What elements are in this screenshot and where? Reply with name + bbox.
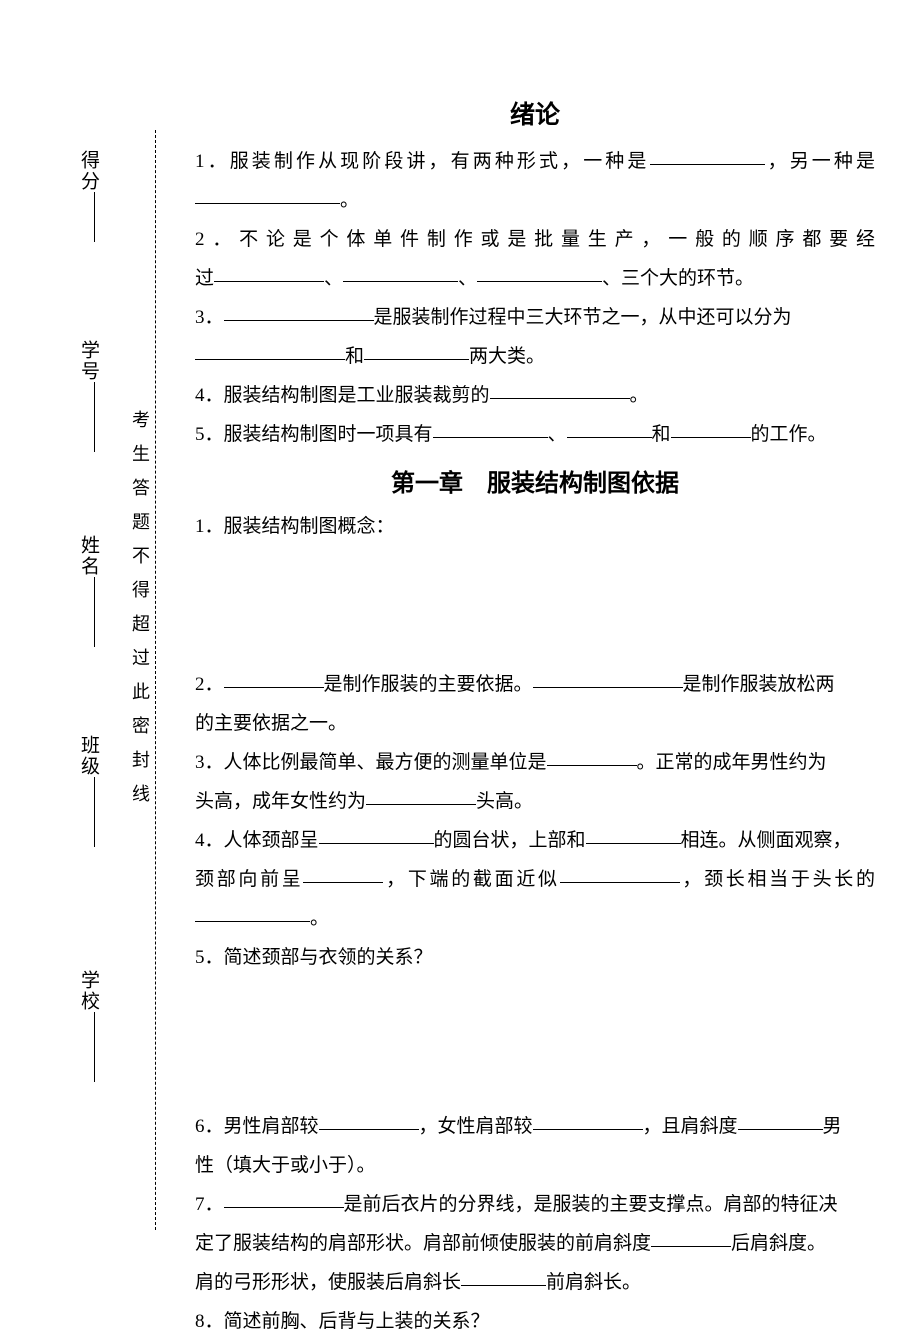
blank[interactable] — [195, 341, 345, 360]
chapter1-title: 第一章 服装结构制图依据 — [195, 463, 875, 498]
blank[interactable] — [567, 419, 652, 438]
blank[interactable] — [366, 786, 476, 805]
blank[interactable] — [303, 864, 383, 883]
ch1-q7-line3: 肩的弓形形状，使服装后肩斜长前肩斜长。 — [195, 1264, 875, 1303]
blank[interactable] — [671, 419, 751, 438]
seal-warning: 考生答题不得超过此密封线 — [127, 410, 153, 818]
ch1-q1: 1．服装结构制图概念： — [195, 508, 875, 547]
blank[interactable] — [586, 825, 681, 844]
blank[interactable] — [319, 825, 434, 844]
blank[interactable] — [364, 341, 469, 360]
class-text: 班级 — [78, 735, 99, 777]
blank[interactable] — [343, 263, 458, 282]
blank[interactable] — [224, 302, 374, 321]
ch1-q6-line2: 性（填大于或小于）。 — [195, 1147, 875, 1186]
intro-q1: 1．服装制作从现阶段讲，有两种形式，一种是，另一种是。 — [195, 143, 875, 221]
name-text: 姓名 — [78, 535, 99, 577]
score-label: 得分 — [75, 150, 102, 242]
blank[interactable] — [195, 185, 340, 204]
school-label: 学校 — [75, 970, 102, 1082]
blank[interactable] — [319, 1111, 419, 1130]
blank[interactable] — [224, 669, 324, 688]
blank[interactable] — [651, 1228, 731, 1247]
ch1-q4-line2: 颈部向前呈，下端的截面近似，颈长相当于头长的。 — [195, 861, 875, 939]
exam-content: 绪论 1．服装制作从现阶段讲，有两种形式，一种是，另一种是。 2．不论是个体单件… — [195, 95, 875, 1342]
school-text: 学校 — [78, 970, 99, 1012]
intro-q3-line2: 和两大类。 — [195, 338, 875, 377]
ch1-q7-line2: 定了服装结构的肩部形状。肩部前倾使服装的前肩斜度后肩斜度。 — [195, 1225, 875, 1264]
ch1-q3-line2: 头高，成年女性约为头高。 — [195, 783, 875, 822]
blank[interactable] — [738, 1111, 823, 1130]
answer-space[interactable] — [195, 978, 875, 1108]
sid-text: 学号 — [78, 340, 99, 382]
blank[interactable] — [195, 903, 310, 922]
ch1-q7-line1: 7．是前后衣片的分界线，是服装的主要支撑点。肩部的特征决 — [195, 1186, 875, 1225]
ch1-q3-line1: 3．人体比例最简单、最方便的测量单位是。正常的成年男性约为 — [195, 744, 875, 783]
student-id-label: 学号 — [75, 340, 102, 452]
ch1-q8: 8．简述前胸、后背与上装的关系？ — [195, 1303, 875, 1342]
blank[interactable] — [650, 146, 765, 165]
intro-title: 绪论 — [195, 95, 875, 131]
ch1-q6-line1: 6．男性肩部较，女性肩部较，且肩斜度男 — [195, 1108, 875, 1147]
blank[interactable] — [560, 864, 680, 883]
blank[interactable] — [433, 419, 548, 438]
blank[interactable] — [461, 1267, 546, 1286]
blank[interactable] — [533, 669, 683, 688]
ch1-q4-line1: 4．人体颈部呈的圆台状，上部和相连。从侧面观察， — [195, 822, 875, 861]
blank[interactable] — [533, 1111, 643, 1130]
blank[interactable] — [224, 1189, 344, 1208]
intro-q2-line2: 过、、、三个大的环节。 — [195, 260, 875, 299]
blank[interactable] — [477, 263, 602, 282]
blank[interactable] — [490, 380, 630, 399]
ch1-q5: 5．简述颈部与衣领的关系？ — [195, 939, 875, 978]
seal-line — [155, 130, 156, 1230]
intro-q2-line1: 2．不论是个体单件制作或是批量生产，一般的顺序都要经 — [195, 221, 875, 260]
answer-space[interactable] — [195, 546, 875, 666]
exam-sidebar: 得分 学号 姓名 班级 学校 考生答题不得超过此密封线 — [75, 130, 185, 1230]
ch1-q2-line2: 的主要依据之一。 — [195, 705, 875, 744]
ch1-q2-line1: 2．是制作服装的主要依据。是制作服装放松两 — [195, 666, 875, 705]
name-label: 姓名 — [75, 535, 102, 647]
intro-q3-line1: 3．是服装制作过程中三大环节之一，从中还可以分为 — [195, 299, 875, 338]
blank[interactable] — [214, 263, 324, 282]
blank[interactable] — [547, 747, 637, 766]
intro-q4: 4．服装结构制图是工业服装裁剪的。 — [195, 377, 875, 416]
class-label: 班级 — [75, 735, 102, 847]
score-text: 得分 — [78, 150, 99, 192]
intro-q5: 5．服装结构制图时一项具有、和的工作。 — [195, 416, 875, 455]
